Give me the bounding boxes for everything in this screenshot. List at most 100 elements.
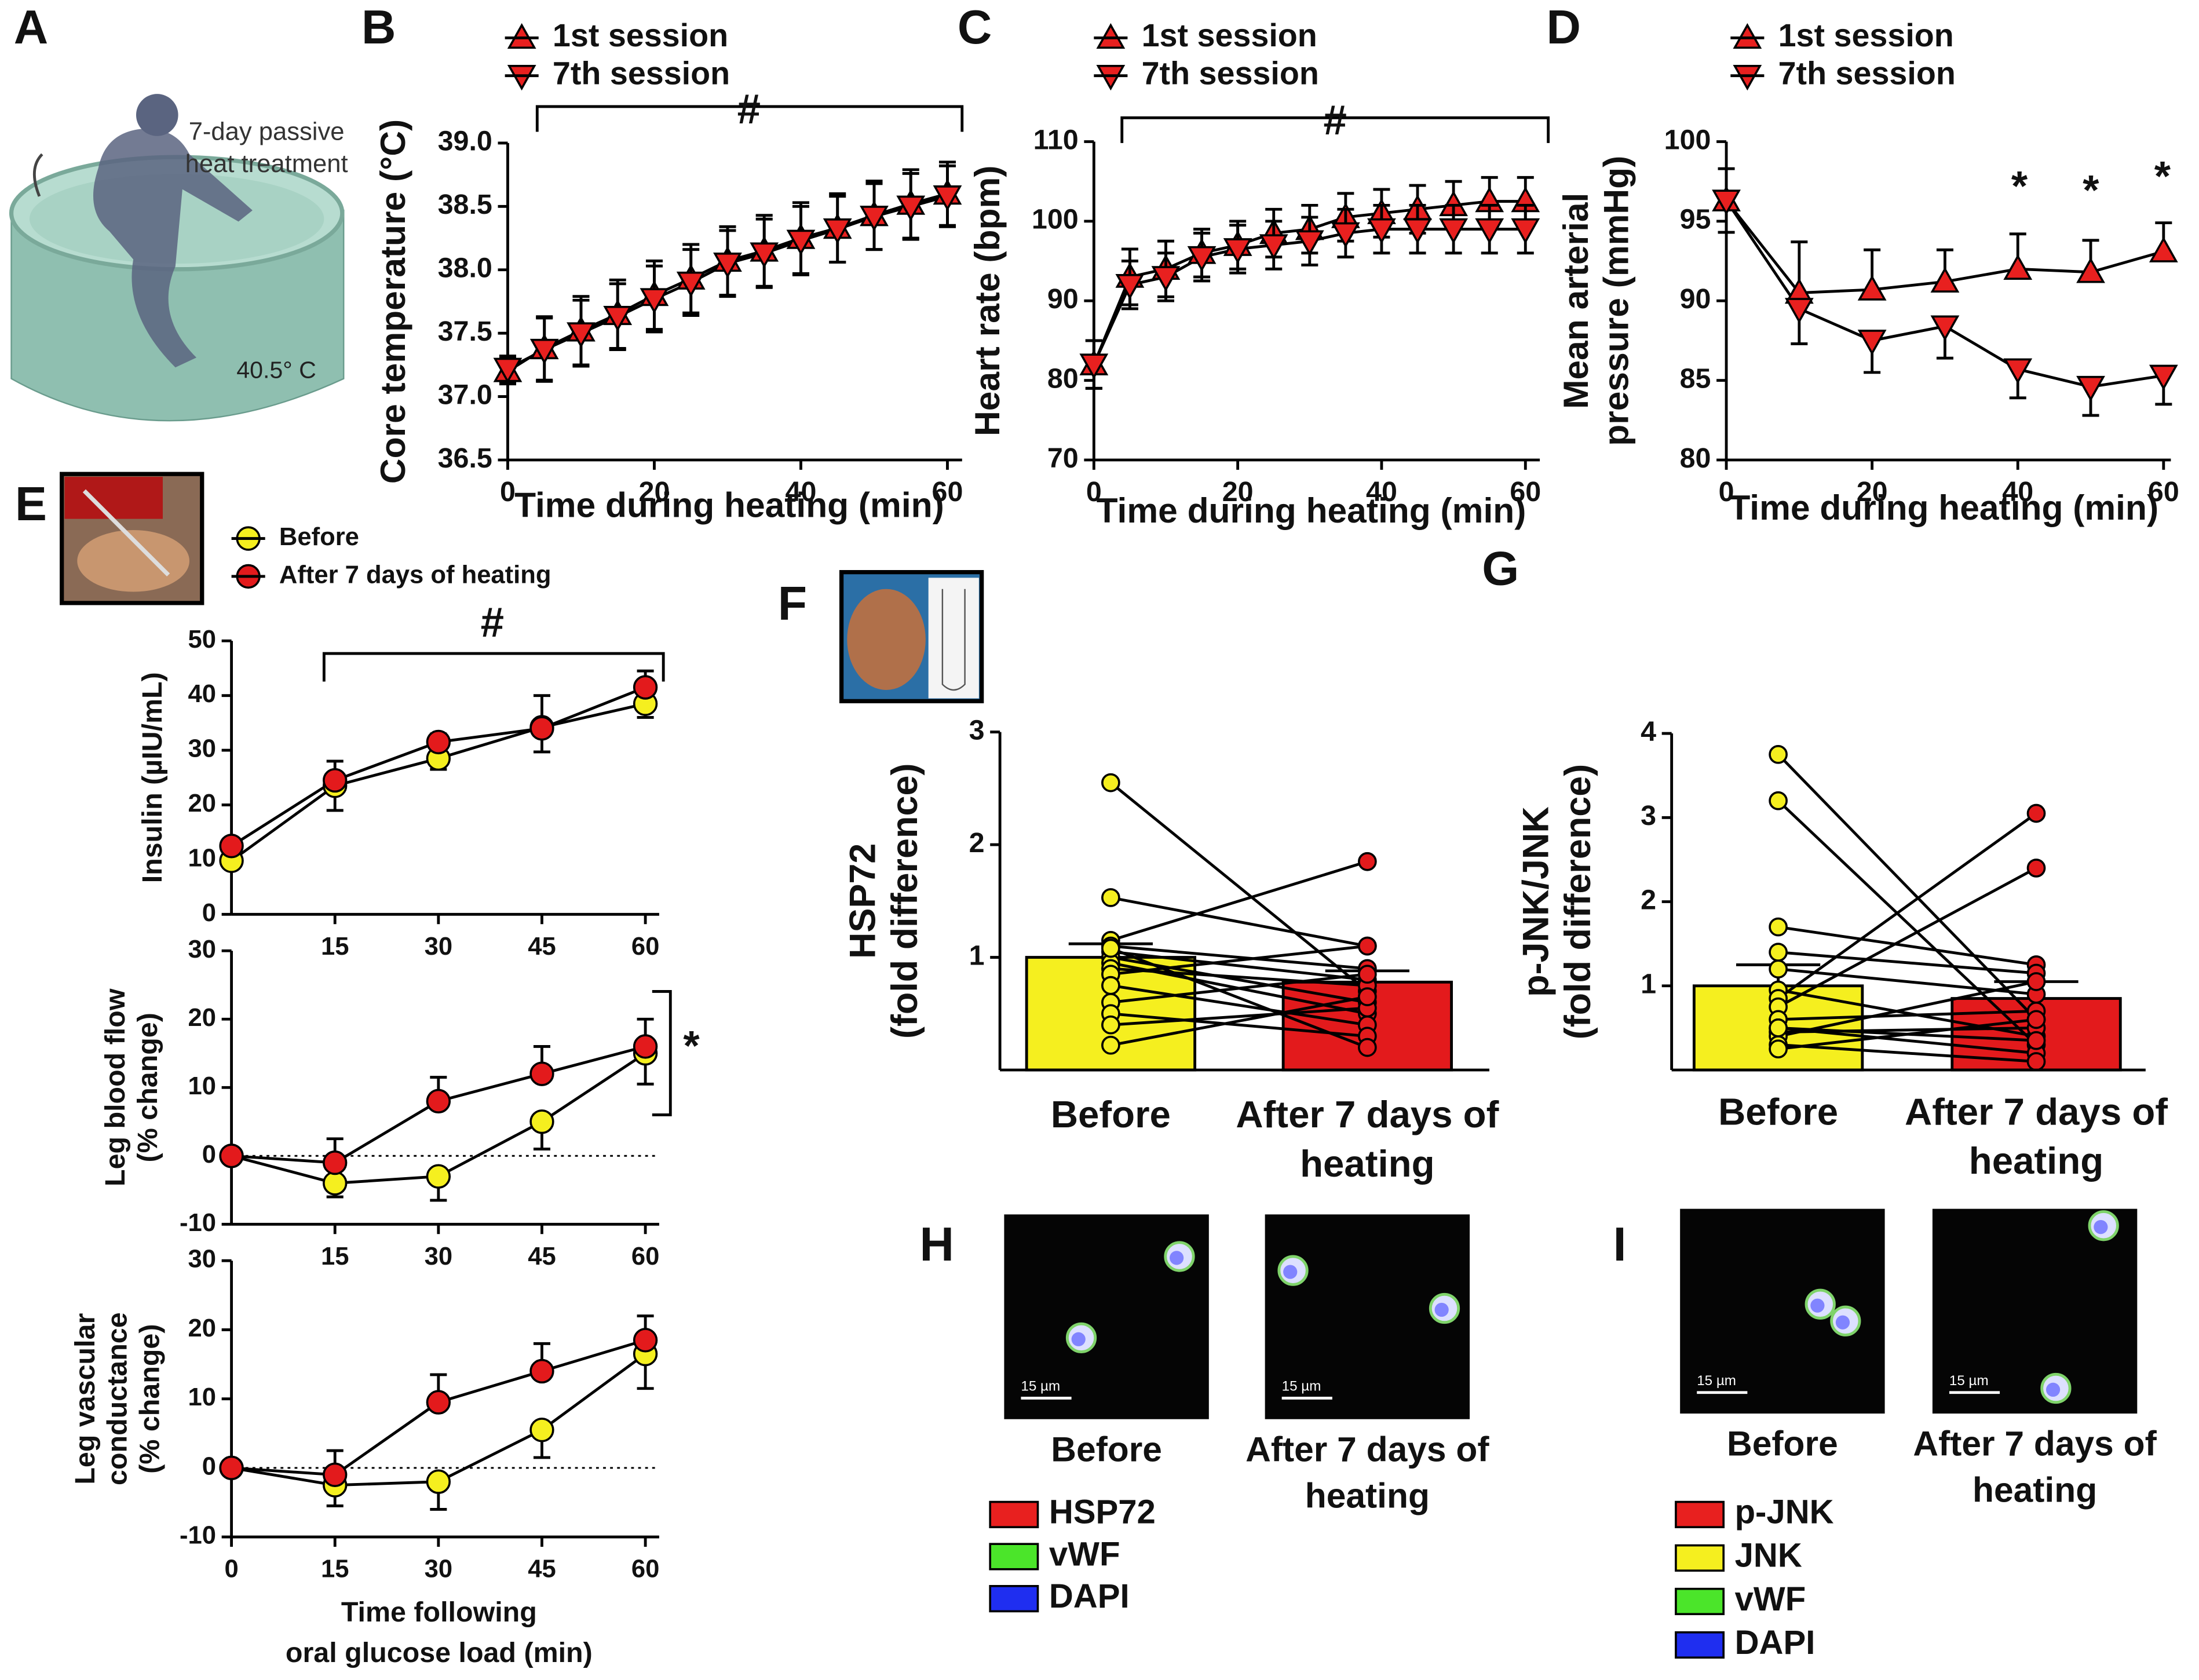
individual-point [2026, 972, 2046, 991]
paired-line [1778, 1009, 2037, 1021]
data-point [219, 1144, 244, 1168]
y-tick-label: 38.5 [438, 189, 492, 220]
data-point [1857, 330, 1887, 356]
paired-line [1778, 925, 2037, 966]
legend-swatch [989, 1543, 1039, 1571]
paired-line [1110, 984, 1368, 1027]
data-point [1187, 246, 1217, 272]
data-point [1784, 298, 1814, 324]
y-tick-label: 30 [188, 936, 215, 963]
x-axis-label: Time following [341, 1597, 537, 1628]
data-point [493, 357, 523, 384]
data-point [1367, 218, 1396, 244]
data-point [323, 1171, 348, 1196]
x-axis-label: oral glucose load (min) [286, 1637, 593, 1668]
data-point [2076, 257, 2105, 283]
data-point [633, 1328, 658, 1353]
micrograph [1932, 1208, 2138, 1414]
legend-label: After 7 days of heating [279, 561, 551, 589]
paired-line [1111, 1006, 1368, 1027]
data-point [567, 322, 596, 348]
paired-line [1110, 947, 1368, 1049]
data-point [1475, 218, 1504, 244]
data-point [2149, 236, 2178, 262]
legend-label: p-JNK [1735, 1493, 1834, 1531]
data-point [1712, 189, 1741, 216]
x-tick-label: 40 [786, 476, 817, 507]
y-axis-label: HSP72 [842, 843, 883, 959]
significance-bracket [1120, 116, 1550, 143]
y-tick-label: 95 [1680, 204, 1711, 235]
biopsy-photo [839, 570, 984, 703]
cell-nucleus [1835, 1315, 1850, 1330]
series-line [231, 1052, 646, 1185]
y-axis-label: pressure (mmHg) [1597, 156, 1636, 446]
y-tick-label: 3 [969, 714, 985, 746]
panel-label: B [361, 1, 396, 54]
individual-point [1769, 1018, 1788, 1038]
y-axis-label: (% change) [132, 1013, 163, 1162]
x-tick-label: After 7 days of heating [1236, 1094, 1499, 1185]
panel-label: A [14, 1, 48, 54]
cell-nucleus [1810, 1298, 1825, 1313]
legend-swatch [1675, 1544, 1725, 1572]
legend-label: 1st session [1778, 17, 1954, 53]
y-axis-label: Insulin (µIU/mL) [137, 672, 168, 883]
y-axis-label: Core temperature (°C) [373, 119, 412, 484]
y-axis-label: (% change) [134, 1324, 165, 1474]
y-axis-label: p-JNK/JNK [1515, 806, 1556, 997]
data-point [1223, 238, 1252, 264]
panel-label: G [1482, 542, 1519, 595]
paired-line [1778, 1043, 2037, 1063]
individual-point [1101, 976, 1120, 995]
data-point [219, 1455, 244, 1481]
x-tick-label: 15 [321, 1243, 349, 1270]
x-tick-label: 40 [2002, 476, 2033, 507]
paired-line [1111, 944, 1368, 976]
water-temperature: 40.5° C [236, 356, 316, 383]
data-point [1295, 230, 1324, 256]
legend-label: 1st session [1142, 17, 1317, 53]
data-point [426, 1469, 451, 1494]
individual-point [1101, 888, 1120, 907]
y-axis-label: Leg vascular [70, 1313, 101, 1485]
legend-swatch [1675, 1631, 1725, 1659]
y-tick-label: 30 [188, 1246, 215, 1273]
individual-point [2026, 804, 2046, 823]
image-caption: Before [1727, 1425, 1838, 1464]
individual-point [1769, 744, 1788, 764]
annotation: # [737, 86, 761, 133]
paired-line [1109, 781, 1368, 992]
image-caption: Before [1051, 1430, 1162, 1470]
legend-swatch [1675, 1587, 1725, 1616]
data-point [219, 834, 244, 859]
data-point [603, 305, 633, 332]
x-tick-label: 40 [1366, 476, 1397, 507]
y-tick-label: 1 [1641, 969, 1656, 1000]
cell-nucleus [1071, 1332, 1086, 1346]
data-point [1439, 218, 1468, 244]
cell-nucleus [1283, 1265, 1298, 1279]
y-tick-label: 0 [202, 899, 216, 927]
panel-label: D [1547, 1, 1581, 54]
y-tick-label: 4 [1641, 716, 1656, 747]
panel-label: E [15, 477, 47, 531]
data-point [2149, 364, 2178, 390]
y-tick-label: 50 [188, 626, 215, 653]
image-caption: After 7 days of heating [1245, 1430, 1489, 1515]
y-tick-label: 0 [202, 1141, 216, 1168]
x-tick-label: Before [1050, 1094, 1171, 1136]
leg-photo [60, 472, 204, 605]
panel-label: H [919, 1218, 954, 1271]
x-tick-label: 0 [500, 476, 516, 507]
legend-label: DAPI [1049, 1577, 1130, 1615]
data-point [2003, 358, 2033, 384]
individual-point [1769, 1039, 1788, 1059]
x-tick-label: 60 [631, 933, 659, 960]
x-tick-label: 20 [1222, 476, 1254, 507]
y-tick-label: 110 [1033, 124, 1079, 155]
x-tick-label: 15 [321, 933, 349, 960]
data-point [1151, 266, 1181, 292]
y-tick-label: 10 [188, 844, 215, 872]
legend-label: 7th session [1778, 55, 1956, 91]
